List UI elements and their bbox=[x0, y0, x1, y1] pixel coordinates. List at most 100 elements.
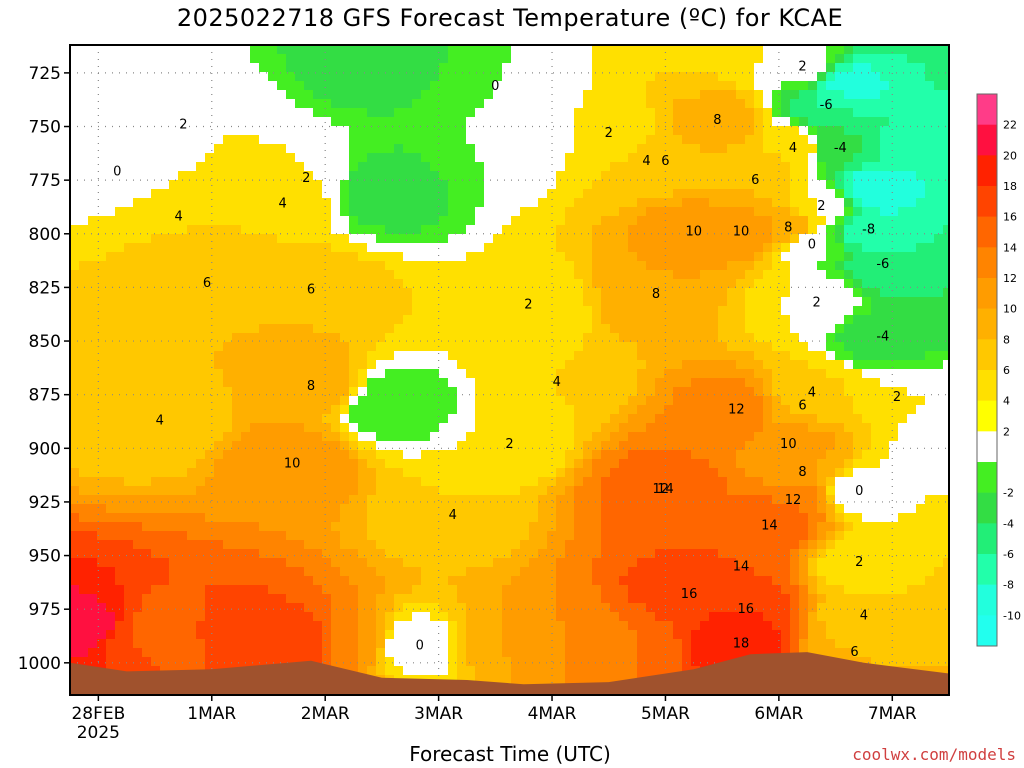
temperature-cell bbox=[592, 63, 602, 73]
temperature-cell bbox=[502, 162, 512, 172]
temperature-cell bbox=[79, 180, 89, 190]
temperature-cell bbox=[160, 207, 170, 217]
temperature-cell bbox=[448, 252, 458, 262]
temperature-cell bbox=[205, 261, 215, 271]
temperature-cell bbox=[160, 54, 170, 64]
temperature-cell bbox=[457, 531, 467, 541]
temperature-cell bbox=[214, 189, 224, 199]
temperature-cell bbox=[286, 486, 296, 496]
temperature-cell bbox=[403, 315, 413, 325]
temperature-cell bbox=[322, 189, 332, 199]
temperature-cell bbox=[376, 621, 386, 631]
temperature-cell bbox=[232, 90, 242, 100]
temperature-cell bbox=[295, 153, 305, 163]
temperature-cell bbox=[466, 648, 476, 658]
temperature-cell bbox=[277, 63, 287, 73]
temperature-cell bbox=[529, 162, 539, 172]
temperature-cell bbox=[304, 72, 314, 82]
temperature-cell bbox=[655, 459, 665, 469]
temperature-cell bbox=[610, 306, 620, 316]
temperature-cell bbox=[124, 396, 134, 406]
temperature-cell bbox=[646, 252, 656, 262]
temperature-cell bbox=[673, 423, 683, 433]
temperature-cell bbox=[160, 126, 170, 136]
temperature-cell bbox=[286, 108, 296, 118]
temperature-cell bbox=[610, 522, 620, 532]
temperature-cell bbox=[457, 315, 467, 325]
temperature-cell bbox=[250, 117, 260, 127]
temperature-cell bbox=[142, 423, 152, 433]
temperature-cell bbox=[223, 108, 233, 118]
temperature-cell bbox=[385, 594, 395, 604]
temperature-cell bbox=[151, 459, 161, 469]
temperature-cell bbox=[583, 189, 593, 199]
temperature-cell bbox=[430, 657, 440, 667]
temperature-cell bbox=[628, 468, 638, 478]
temperature-cell bbox=[79, 171, 89, 181]
temperature-cell bbox=[187, 243, 197, 253]
temperature-cell bbox=[556, 261, 566, 271]
temperature-cell bbox=[88, 225, 98, 235]
temperature-cell bbox=[322, 333, 332, 343]
temperature-cell bbox=[655, 315, 665, 325]
temperature-cell bbox=[421, 432, 431, 442]
temperature-cell bbox=[214, 441, 224, 451]
temperature-cell bbox=[493, 630, 503, 640]
temperature-cell bbox=[574, 135, 584, 145]
temperature-cell bbox=[430, 351, 440, 361]
temperature-cell bbox=[421, 603, 431, 613]
temperature-cell bbox=[79, 495, 89, 505]
temperature-cell bbox=[340, 504, 350, 514]
temperature-cell bbox=[142, 594, 152, 604]
temperature-cell bbox=[268, 198, 278, 208]
temperature-cell bbox=[430, 180, 440, 190]
temperature-cell bbox=[142, 288, 152, 298]
temperature-cell bbox=[97, 306, 107, 316]
temperature-cell bbox=[313, 423, 323, 433]
temperature-cell bbox=[340, 63, 350, 73]
temperature-cell bbox=[295, 306, 305, 316]
temperature-cell bbox=[313, 279, 323, 289]
temperature-cell bbox=[655, 621, 665, 631]
temperature-cell bbox=[682, 108, 692, 118]
temperature-cell bbox=[610, 189, 620, 199]
temperature-cell bbox=[502, 54, 512, 64]
temperature-cell bbox=[367, 612, 377, 622]
temperature-cell bbox=[538, 657, 548, 667]
temperature-cell bbox=[466, 468, 476, 478]
temperature-cell bbox=[349, 315, 359, 325]
temperature-cell bbox=[592, 234, 602, 244]
temperature-cell bbox=[610, 117, 620, 127]
temperature-cell bbox=[628, 54, 638, 64]
temperature-cell bbox=[439, 531, 449, 541]
temperature-cell bbox=[520, 297, 530, 307]
temperature-cell bbox=[250, 153, 260, 163]
temperature-cell bbox=[403, 531, 413, 541]
temperature-cell bbox=[124, 261, 134, 271]
temperature-cell bbox=[115, 279, 125, 289]
temperature-cell bbox=[115, 90, 125, 100]
temperature-cell bbox=[547, 387, 557, 397]
temperature-cell bbox=[376, 504, 386, 514]
temperature-cell bbox=[133, 486, 143, 496]
temperature-cell bbox=[520, 360, 530, 370]
temperature-cell bbox=[448, 567, 458, 577]
temperature-cell bbox=[439, 45, 449, 55]
temperature-cell bbox=[187, 432, 197, 442]
temperature-cell bbox=[133, 468, 143, 478]
temperature-cell bbox=[358, 423, 368, 433]
temperature-cell bbox=[556, 387, 566, 397]
temperature-cell bbox=[367, 171, 377, 181]
temperature-cell bbox=[223, 387, 233, 397]
temperature-cell bbox=[619, 486, 629, 496]
temperature-cell bbox=[133, 261, 143, 271]
temperature-cell bbox=[601, 297, 611, 307]
temperature-cell bbox=[412, 450, 422, 460]
temperature-cell bbox=[520, 387, 530, 397]
temperature-cell bbox=[538, 675, 548, 685]
temperature-cell bbox=[106, 585, 116, 595]
temperature-cell bbox=[565, 477, 575, 487]
temperature-cell bbox=[250, 648, 260, 658]
temperature-cell bbox=[331, 369, 341, 379]
temperature-cell bbox=[241, 459, 251, 469]
